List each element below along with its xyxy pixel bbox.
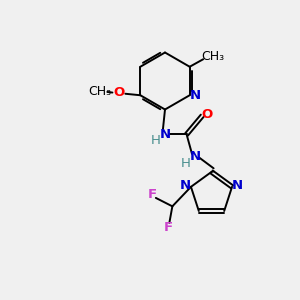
Text: O: O bbox=[201, 107, 213, 121]
Text: F: F bbox=[147, 188, 157, 201]
Text: N: N bbox=[180, 179, 191, 192]
Text: N: N bbox=[190, 150, 201, 164]
Text: CH₃: CH₃ bbox=[201, 50, 224, 63]
Text: N: N bbox=[232, 179, 243, 192]
Text: F: F bbox=[163, 221, 172, 234]
Text: N: N bbox=[190, 89, 201, 102]
Text: CH₃: CH₃ bbox=[88, 85, 111, 98]
Text: O: O bbox=[114, 86, 125, 99]
Text: N: N bbox=[160, 128, 171, 141]
Text: H: H bbox=[151, 134, 160, 147]
Text: H: H bbox=[181, 157, 190, 170]
